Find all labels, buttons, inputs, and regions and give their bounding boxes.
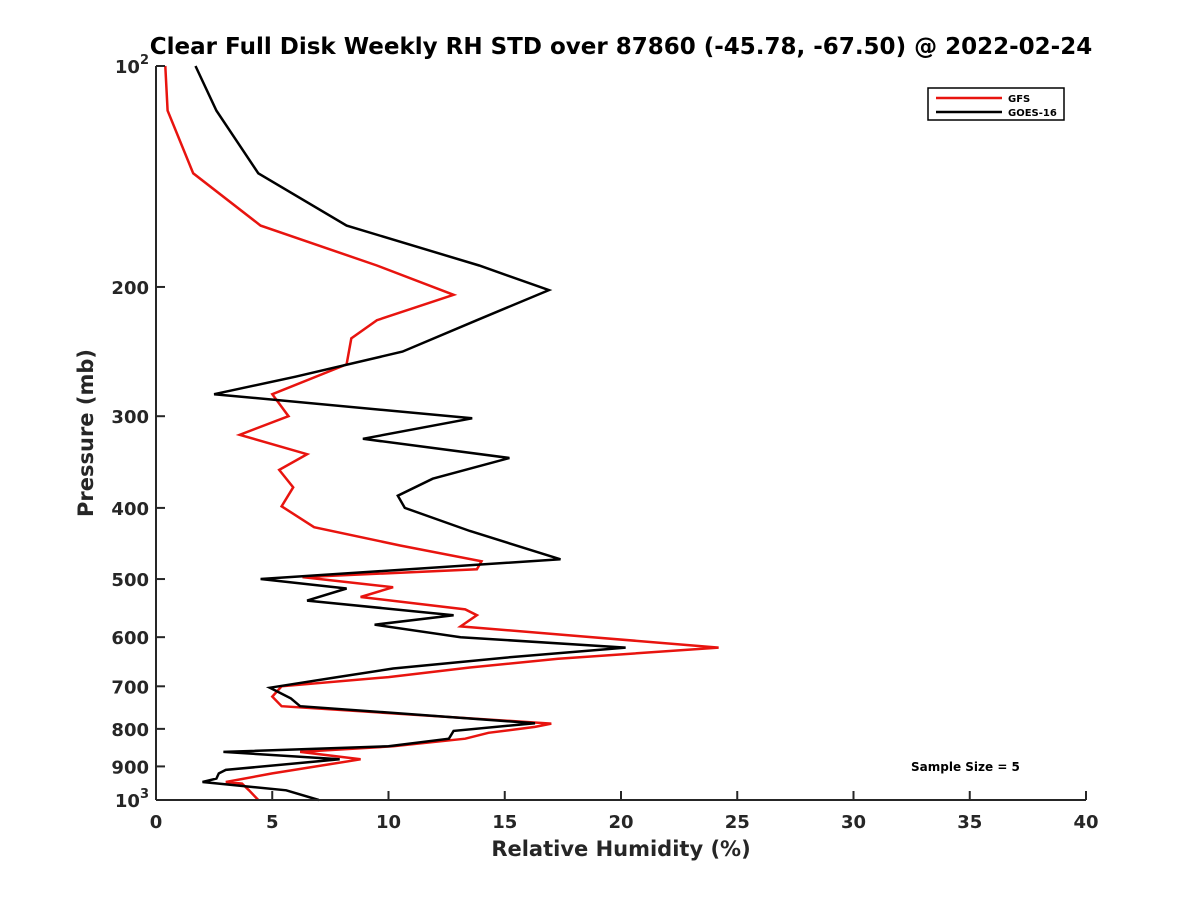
series-line-gfs [164,65,719,801]
y-ticks: 102 200 300 400 500 600 700 800 900 103 [111,53,165,812]
y-axis-label: Pressure (mb) [74,349,98,517]
y-tick-label: 700 [111,677,149,698]
x-tick-label: 20 [608,812,633,833]
x-tick-label: 15 [492,812,517,833]
x-tick-label: 0 [150,812,163,833]
x-ticks: 0 5 10 15 20 25 30 35 40 [150,791,1099,833]
legend-label: GOES-16 [1008,108,1057,119]
y-tick-label: 102 [115,53,149,78]
y-tick-label: 103 [115,787,149,812]
y-tick-label: 600 [111,628,149,649]
x-tick-label: 30 [841,812,866,833]
y-tick-label: 400 [111,499,149,520]
x-tick-label: 40 [1073,812,1098,833]
y-tick-label: 800 [111,720,149,741]
x-axis-label: Relative Humidity (%) [491,837,750,861]
legend-box [927,87,1065,121]
y-tick-label: 200 [111,278,149,299]
series-line-goes-16 [194,65,626,802]
sample-size-annotation: Sample Size = 5 [911,760,1020,774]
legend-label: GFS [1008,94,1030,105]
chart-title: Clear Full Disk Weekly RH STD over 87860… [150,34,1092,60]
x-tick-label: 35 [957,812,982,833]
y-tick-label: 300 [111,407,149,428]
x-tick-label: 5 [266,812,279,833]
legend: GFS GOES-16 [927,87,1065,121]
x-tick-label: 10 [376,812,401,833]
axes-layer [155,66,1086,801]
y-tick-label: 500 [111,570,149,591]
x-tick-label: 25 [725,812,750,833]
series-layer [164,65,719,802]
y-tick-label: 900 [111,757,149,778]
